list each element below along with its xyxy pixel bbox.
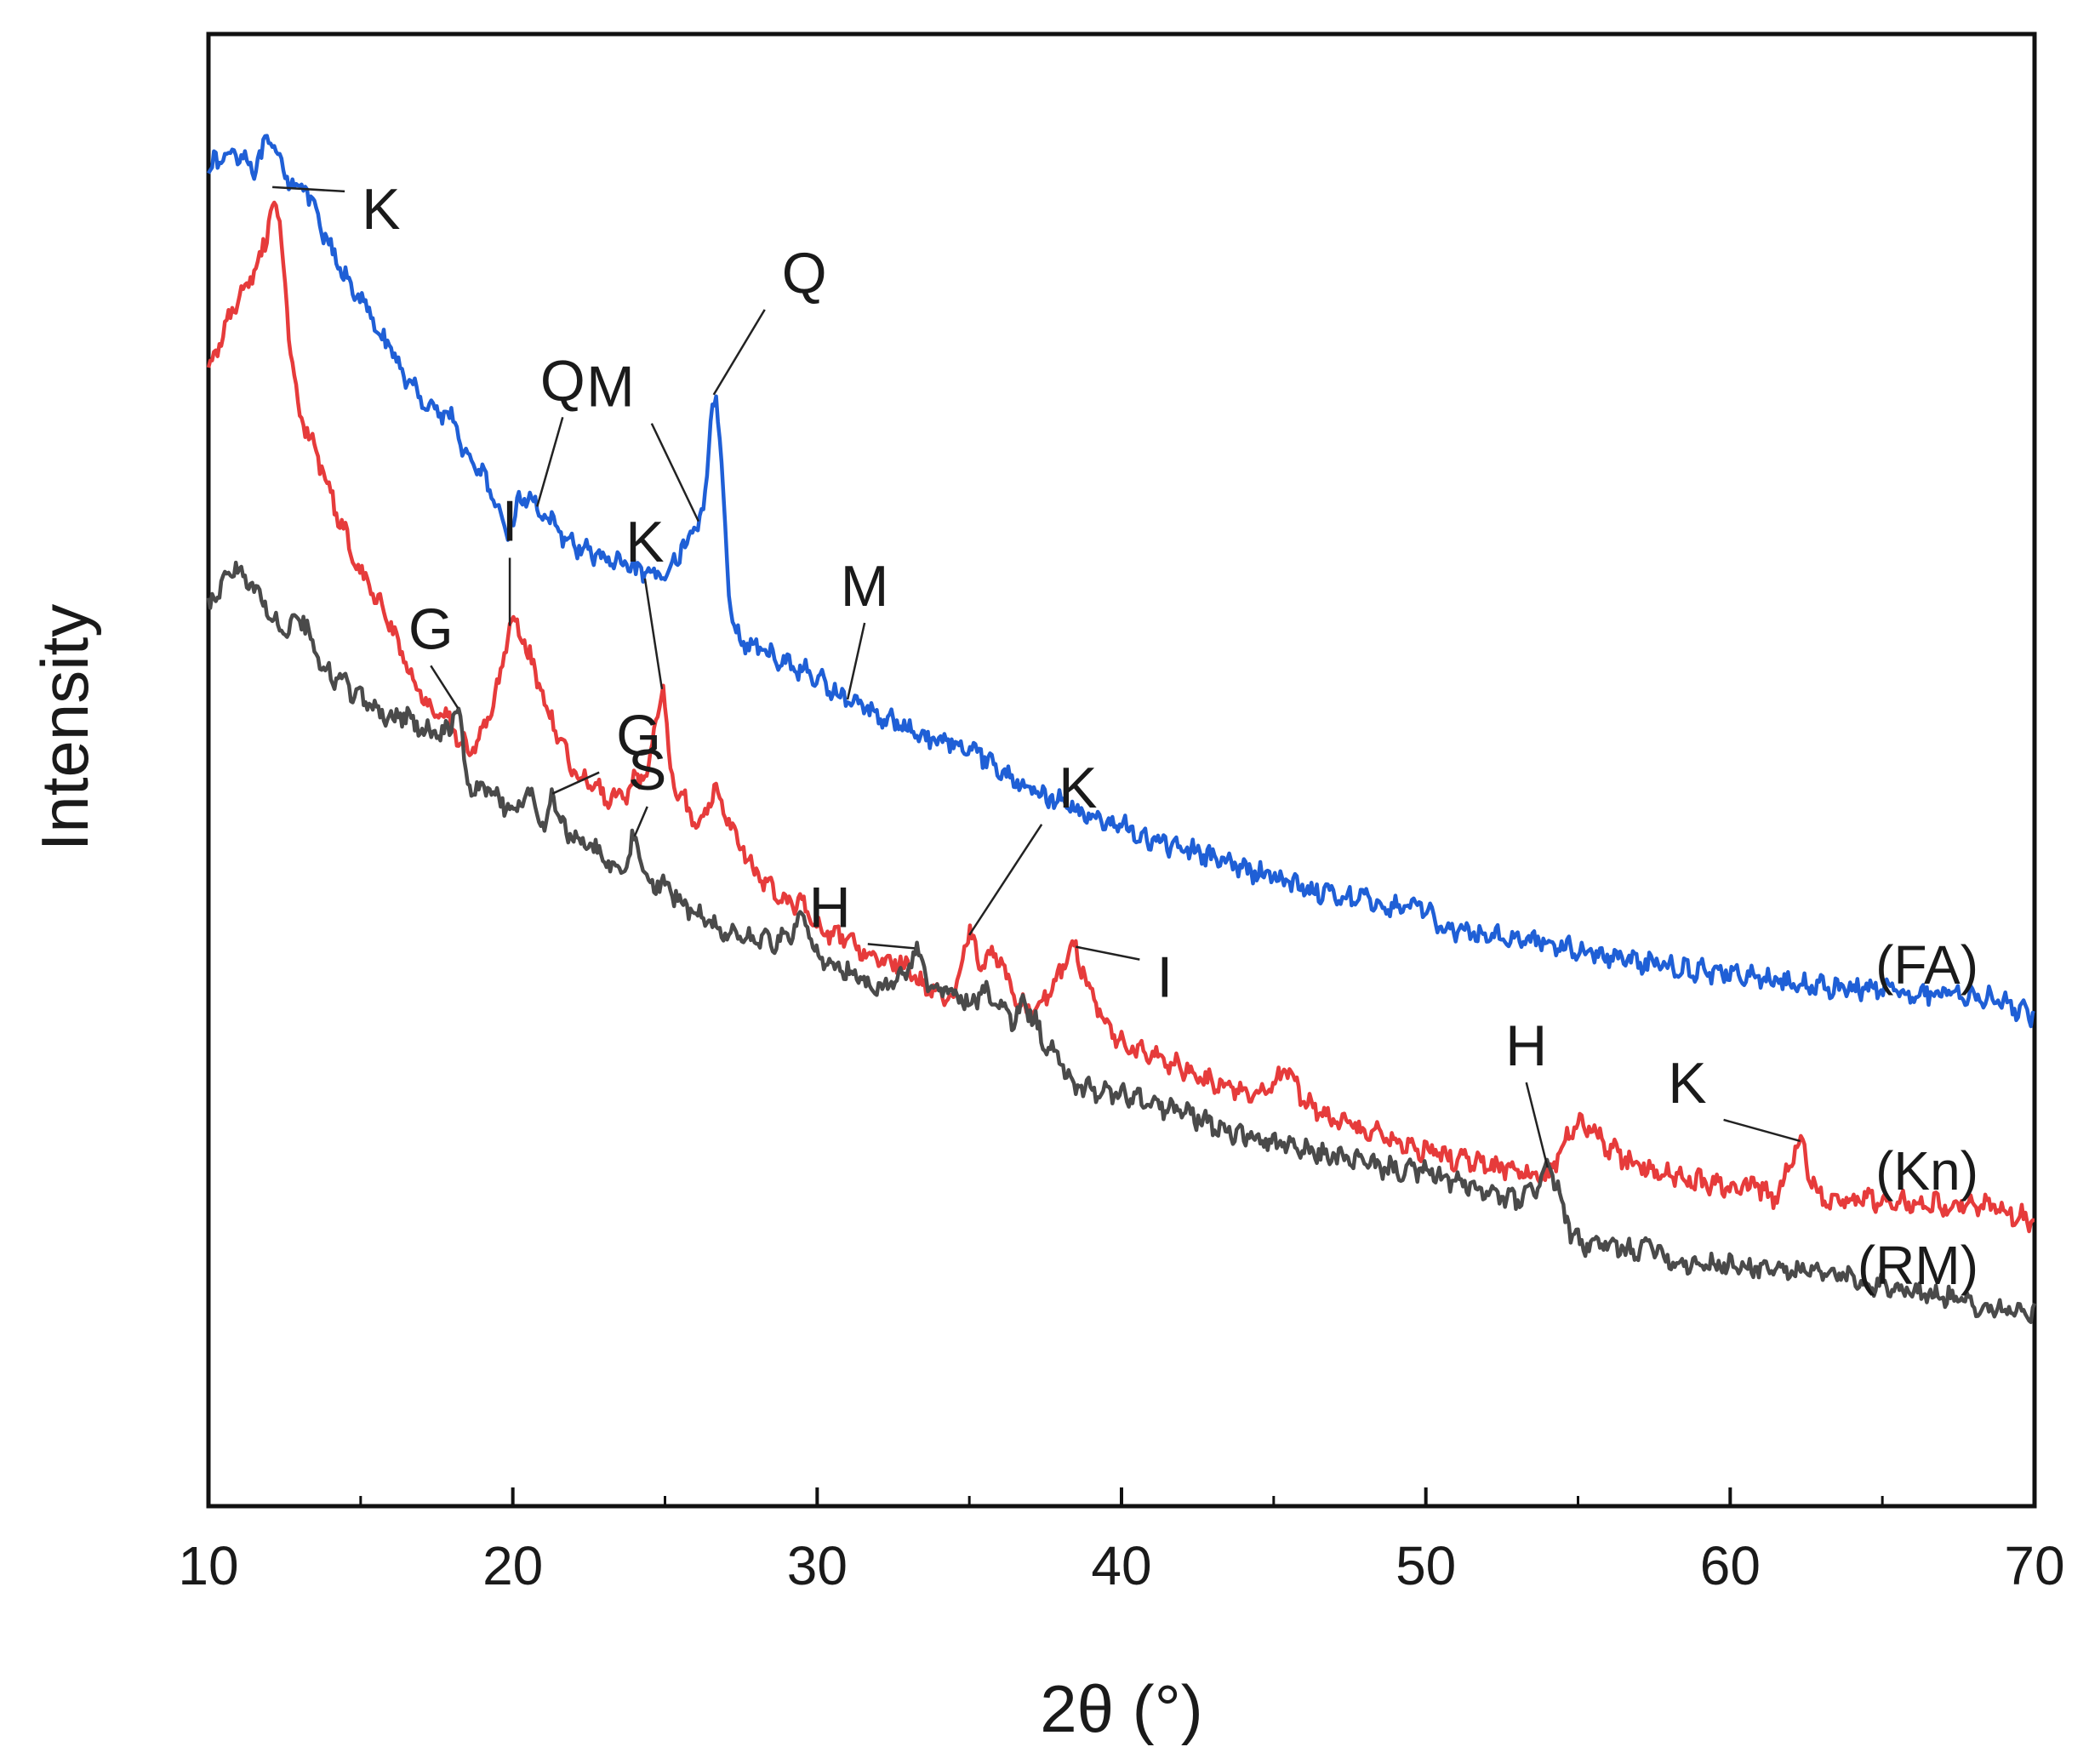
annotation-leader	[712, 309, 766, 396]
x-axis-title: 2θ (°)	[1040, 1671, 1203, 1746]
annotation-label-h: H	[1505, 1013, 1547, 1078]
annotation-label-s: S	[628, 738, 666, 802]
y-axis-title: Intensity	[27, 604, 102, 851]
x-tick-label-40: 40	[1091, 1535, 1151, 1596]
x-tick-label-60: 60	[1700, 1535, 1761, 1596]
annotation-leader	[1076, 945, 1140, 961]
series-line-fa	[207, 134, 2035, 1029]
annotation-label-k: K	[362, 177, 400, 242]
series-line-rm	[206, 560, 2037, 1324]
annotation-label-g: G	[616, 704, 661, 768]
plot-frame	[206, 31, 2037, 1509]
annotation-label-q: Q	[782, 241, 827, 305]
series-line-kn	[206, 200, 2035, 1234]
annotation-leader	[272, 186, 345, 193]
annotation-label-i: I	[502, 488, 518, 553]
x-tick-label-50: 50	[1396, 1535, 1456, 1596]
series-label-rm: (RM)	[1858, 1235, 1978, 1296]
annotation-label-k: K	[625, 510, 664, 574]
series-label-fa: (FA)	[1875, 934, 1978, 996]
annotation-leader	[650, 423, 699, 522]
annotation-label-g: G	[408, 597, 454, 661]
annotation-leader	[551, 771, 600, 795]
series-label-kn: (Kn)	[1875, 1140, 1978, 1202]
annotation-leader	[846, 622, 866, 700]
annotation-label-k: K	[1059, 756, 1097, 820]
annotation-label-m: M	[586, 355, 635, 420]
x-tick-label-20: 20	[482, 1535, 543, 1596]
annotation-label-m: M	[841, 554, 889, 619]
series-layer: (FA) (Kn) (RM)	[206, 134, 2037, 1324]
x-tick-label-70: 70	[2004, 1535, 2064, 1596]
annotation-label-k: K	[1668, 1051, 1706, 1116]
annotation-leader	[643, 578, 664, 690]
x-axis-ticks: 10 20 30 40 50 60 70	[178, 1487, 2065, 1596]
annotation-leader	[633, 806, 648, 837]
annotation-leader	[1525, 1082, 1549, 1168]
annotation-leader	[536, 416, 564, 507]
annotation-leader	[1723, 1118, 1801, 1143]
annotation-leader	[867, 943, 915, 950]
annotation-label-h: H	[809, 875, 851, 939]
annotation-leader	[430, 665, 459, 710]
annotation-label-q: Q	[540, 348, 585, 413]
x-tick-label-30: 30	[787, 1535, 848, 1596]
x-tick-label-10: 10	[178, 1535, 238, 1596]
annotation-leader	[968, 824, 1043, 936]
annotation-label-i: I	[1156, 945, 1173, 1010]
